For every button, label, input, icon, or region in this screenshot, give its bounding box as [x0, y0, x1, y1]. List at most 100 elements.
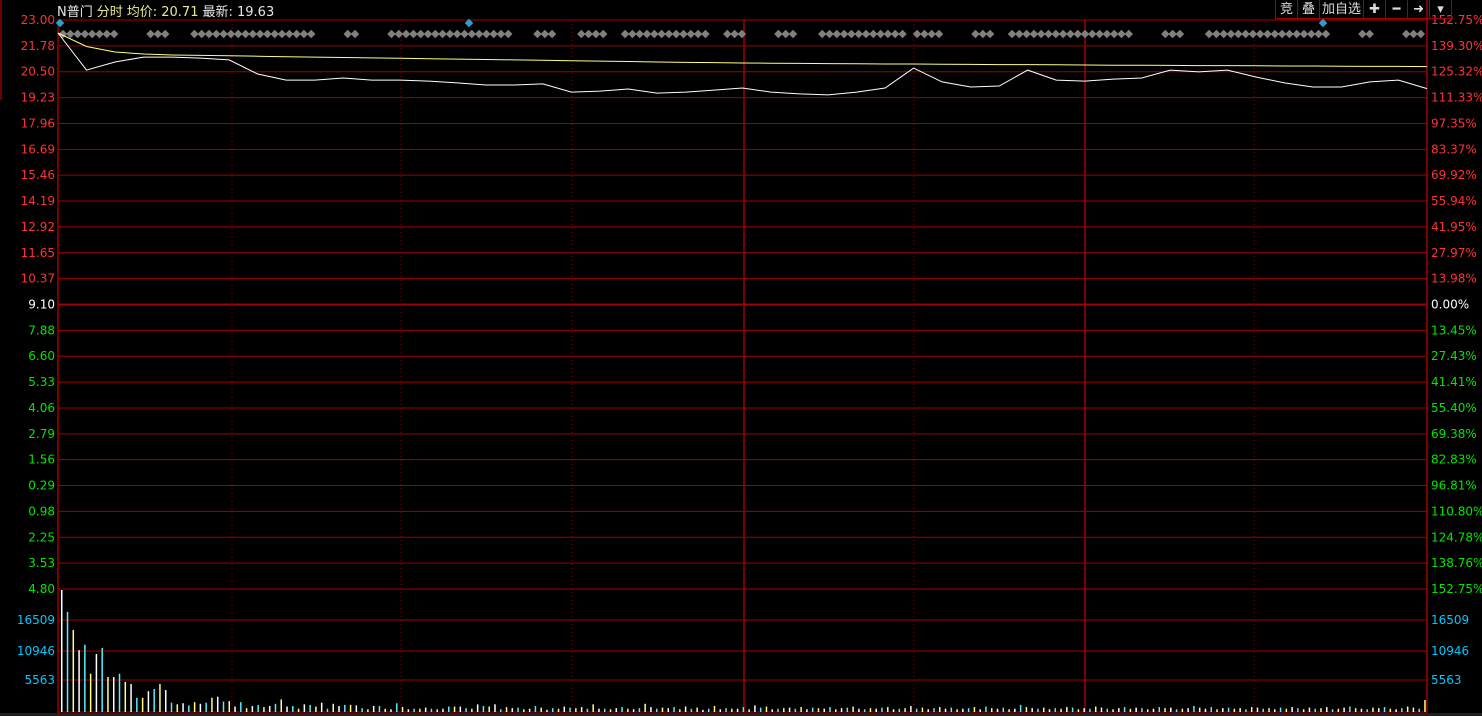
volume-bar — [355, 705, 358, 712]
volume-bar — [396, 703, 398, 712]
percent-tick-label: 125.32% — [1431, 65, 1482, 79]
event-marker-icon — [212, 29, 221, 39]
volume-bar — [1106, 708, 1109, 712]
avg-price-line — [57, 32, 1428, 68]
volume-bar — [153, 689, 155, 712]
volume-bar — [124, 681, 127, 712]
volume-bar — [1048, 709, 1051, 712]
volume-bar — [1152, 708, 1155, 712]
volume-bar — [1412, 707, 1415, 712]
volume-tick-label: 5563 — [24, 673, 55, 687]
event-marker-icon — [1314, 29, 1323, 39]
zoom-out-button[interactable]: ━ — [1385, 0, 1409, 19]
volume-bar — [944, 708, 947, 712]
event-marker-icon — [1270, 29, 1280, 39]
percent-tick-label: 124.78% — [1431, 530, 1482, 544]
volume-bar — [1285, 708, 1288, 712]
event-marker-icon — [1234, 29, 1243, 39]
bid-button[interactable]: 竞 — [1275, 0, 1298, 19]
event-marker-icon — [774, 29, 783, 39]
volume-bar — [78, 650, 80, 712]
volume-bar — [1083, 708, 1085, 712]
price-tick-label: 5.33 — [28, 375, 55, 389]
volume-bar — [580, 707, 583, 712]
volume-bar — [835, 709, 837, 712]
volume-bar — [910, 705, 912, 712]
event-marker-icon — [1109, 29, 1119, 39]
event-marker-icon — [978, 29, 988, 39]
volume-bar — [1216, 709, 1218, 712]
jump-end-button[interactable]: ➜ — [1407, 0, 1431, 19]
event-marker-icon — [1007, 29, 1017, 39]
event-marker-icon — [540, 29, 550, 39]
event-marker-icon — [934, 29, 944, 39]
volume-bar — [534, 705, 537, 712]
event-marker-icon — [1416, 29, 1426, 39]
volume-bar — [274, 703, 277, 712]
event-marker-icon — [1022, 29, 1031, 39]
event-marker-icon — [270, 29, 279, 39]
event-marker-icon — [628, 29, 637, 39]
volume-bar — [852, 706, 854, 712]
volume-bar — [638, 708, 641, 712]
volume-bar — [511, 708, 514, 712]
percent-tick-label: 41.41% — [1431, 375, 1477, 389]
volume-bar — [1279, 707, 1282, 712]
volume-bar — [1424, 699, 1426, 712]
volume-bar — [777, 708, 779, 712]
event-marker-icon — [1241, 29, 1250, 39]
volume-bar — [887, 707, 889, 712]
event-marker-icon — [438, 29, 447, 39]
price-tick-label: 9.10 — [28, 298, 55, 312]
volume-bar — [199, 703, 202, 712]
price-tick-label: 2.79 — [28, 427, 55, 441]
volume-bar — [107, 676, 109, 712]
volume-bar — [130, 684, 132, 712]
event-marker-icon — [861, 29, 871, 39]
volume-bar — [1198, 707, 1201, 712]
event-marker-icon — [248, 29, 258, 39]
volume-bar — [673, 707, 675, 712]
volume-bar — [303, 704, 306, 712]
event-marker-icon — [598, 29, 608, 39]
dropdown-button[interactable]: ▾ — [1429, 0, 1453, 19]
event-marker-icon — [263, 29, 272, 39]
volume-bar — [263, 707, 265, 712]
volume-bar — [413, 708, 415, 712]
percent-tick-label: 97.35% — [1431, 116, 1477, 130]
volume-bar — [759, 707, 762, 712]
last-price: 最新: 19.63 — [202, 5, 275, 20]
zoom-in-button[interactable]: ✚ — [1363, 0, 1387, 19]
event-marker-icon — [876, 29, 885, 39]
volume-bar — [1256, 707, 1259, 712]
volume-bar — [1100, 707, 1103, 712]
event-marker-icon — [306, 29, 316, 39]
chart-mode: 分时 — [96, 5, 123, 20]
event-marker-icon — [387, 29, 396, 39]
event-marker-icon — [1161, 29, 1170, 39]
volume-bar — [286, 706, 288, 712]
overlay-button[interactable]: 叠 — [1297, 0, 1320, 19]
event-marker-icon — [533, 29, 542, 39]
volume-bar — [575, 708, 577, 712]
event-marker-icon — [839, 29, 849, 39]
volume-bar — [476, 704, 479, 712]
volume-bar — [592, 704, 594, 712]
volume-bar — [1308, 707, 1311, 712]
volume-bar — [384, 708, 386, 712]
volume-bar — [344, 704, 346, 712]
event-marker-icon — [102, 29, 112, 39]
volume-bar — [632, 709, 635, 712]
volume-bar — [1245, 709, 1247, 712]
price-tick-label: 20.50 — [21, 65, 55, 79]
volume-bar — [996, 708, 999, 712]
volume-bar — [788, 707, 791, 712]
volume-bar — [627, 708, 629, 712]
price-tick-label: 21.78 — [21, 39, 55, 53]
volume-bar — [800, 707, 802, 712]
add-watchlist-button[interactable]: 加自选 — [1319, 0, 1365, 19]
volume-bar — [147, 691, 150, 712]
volume-bar — [176, 704, 179, 712]
percent-tick-label: 138.76% — [1431, 556, 1482, 570]
